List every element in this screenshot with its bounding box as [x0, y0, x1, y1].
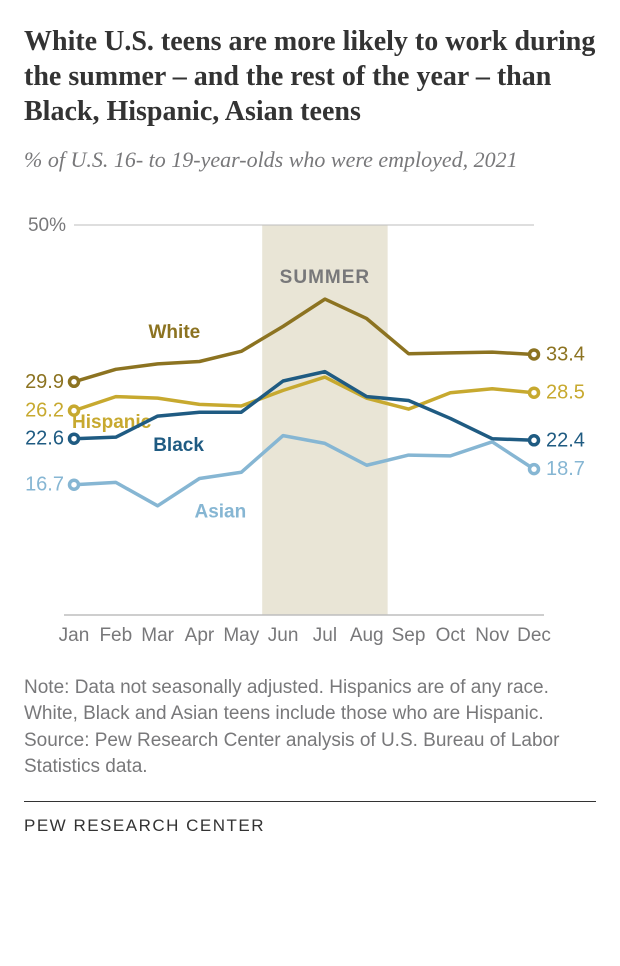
series-start-marker-black [70, 434, 79, 443]
chart-source: PEW RESEARCH CENTER [24, 816, 596, 836]
series-label-black: Black [153, 435, 204, 456]
summer-label: SUMMER [280, 267, 370, 288]
line-chart: SUMMER 50% Jan Feb Mar Apr May Jun Jul Aug Sep Oct N… [24, 195, 594, 655]
series-end-value-black: 22.4 [546, 429, 585, 451]
x-tick-label: Mar [141, 625, 174, 646]
chart-svg: SUMMER 50% Jan Feb Mar Apr May Jun Jul Aug Sep Oct N… [24, 195, 594, 655]
series-end-marker-white [530, 350, 539, 359]
series-label-asian: Asian [194, 501, 246, 522]
x-tick-label: Aug [350, 625, 384, 646]
series-start-value-asian: 16.7 [25, 473, 64, 495]
x-tick-label: Jun [268, 625, 299, 646]
series-end-value-hispanic: 28.5 [546, 381, 585, 403]
series-end-marker-asian [530, 464, 539, 473]
series-label-hispanic: Hispanic [72, 411, 152, 432]
x-tick-label: Dec [517, 625, 551, 646]
series-start-value-black: 22.6 [25, 427, 64, 449]
series-end-value-asian: 18.7 [546, 458, 585, 480]
x-tick-label: Nov [475, 625, 509, 646]
x-tick-label: Apr [185, 625, 215, 646]
series-end-marker-hispanic [530, 388, 539, 397]
x-tick-label: May [223, 625, 259, 646]
x-tick-label: Feb [99, 625, 132, 646]
series-start-marker-white [70, 377, 79, 386]
x-tick-label: Sep [392, 625, 426, 646]
series-end-value-white: 33.4 [546, 343, 585, 365]
footer-divider [24, 801, 596, 802]
series-label-white: White [149, 322, 201, 343]
chart-note: Note: Data not seasonally adjusted. Hisp… [24, 675, 596, 781]
chart-title: White U.S. teens are more likely to work… [24, 24, 596, 129]
y-axis-max-label: 50% [28, 215, 66, 236]
x-tick-label: Jan [59, 625, 90, 646]
series-start-marker-asian [70, 480, 79, 489]
x-tick-label: Oct [436, 625, 466, 646]
x-tick-label: Jul [313, 625, 337, 646]
series-end-marker-black [530, 435, 539, 444]
chart-subtitle: % of U.S. 16- to 19-year-olds who were e… [24, 145, 596, 175]
series-start-value-hispanic: 26.2 [25, 399, 64, 421]
series-start-value-white: 29.9 [25, 370, 64, 392]
